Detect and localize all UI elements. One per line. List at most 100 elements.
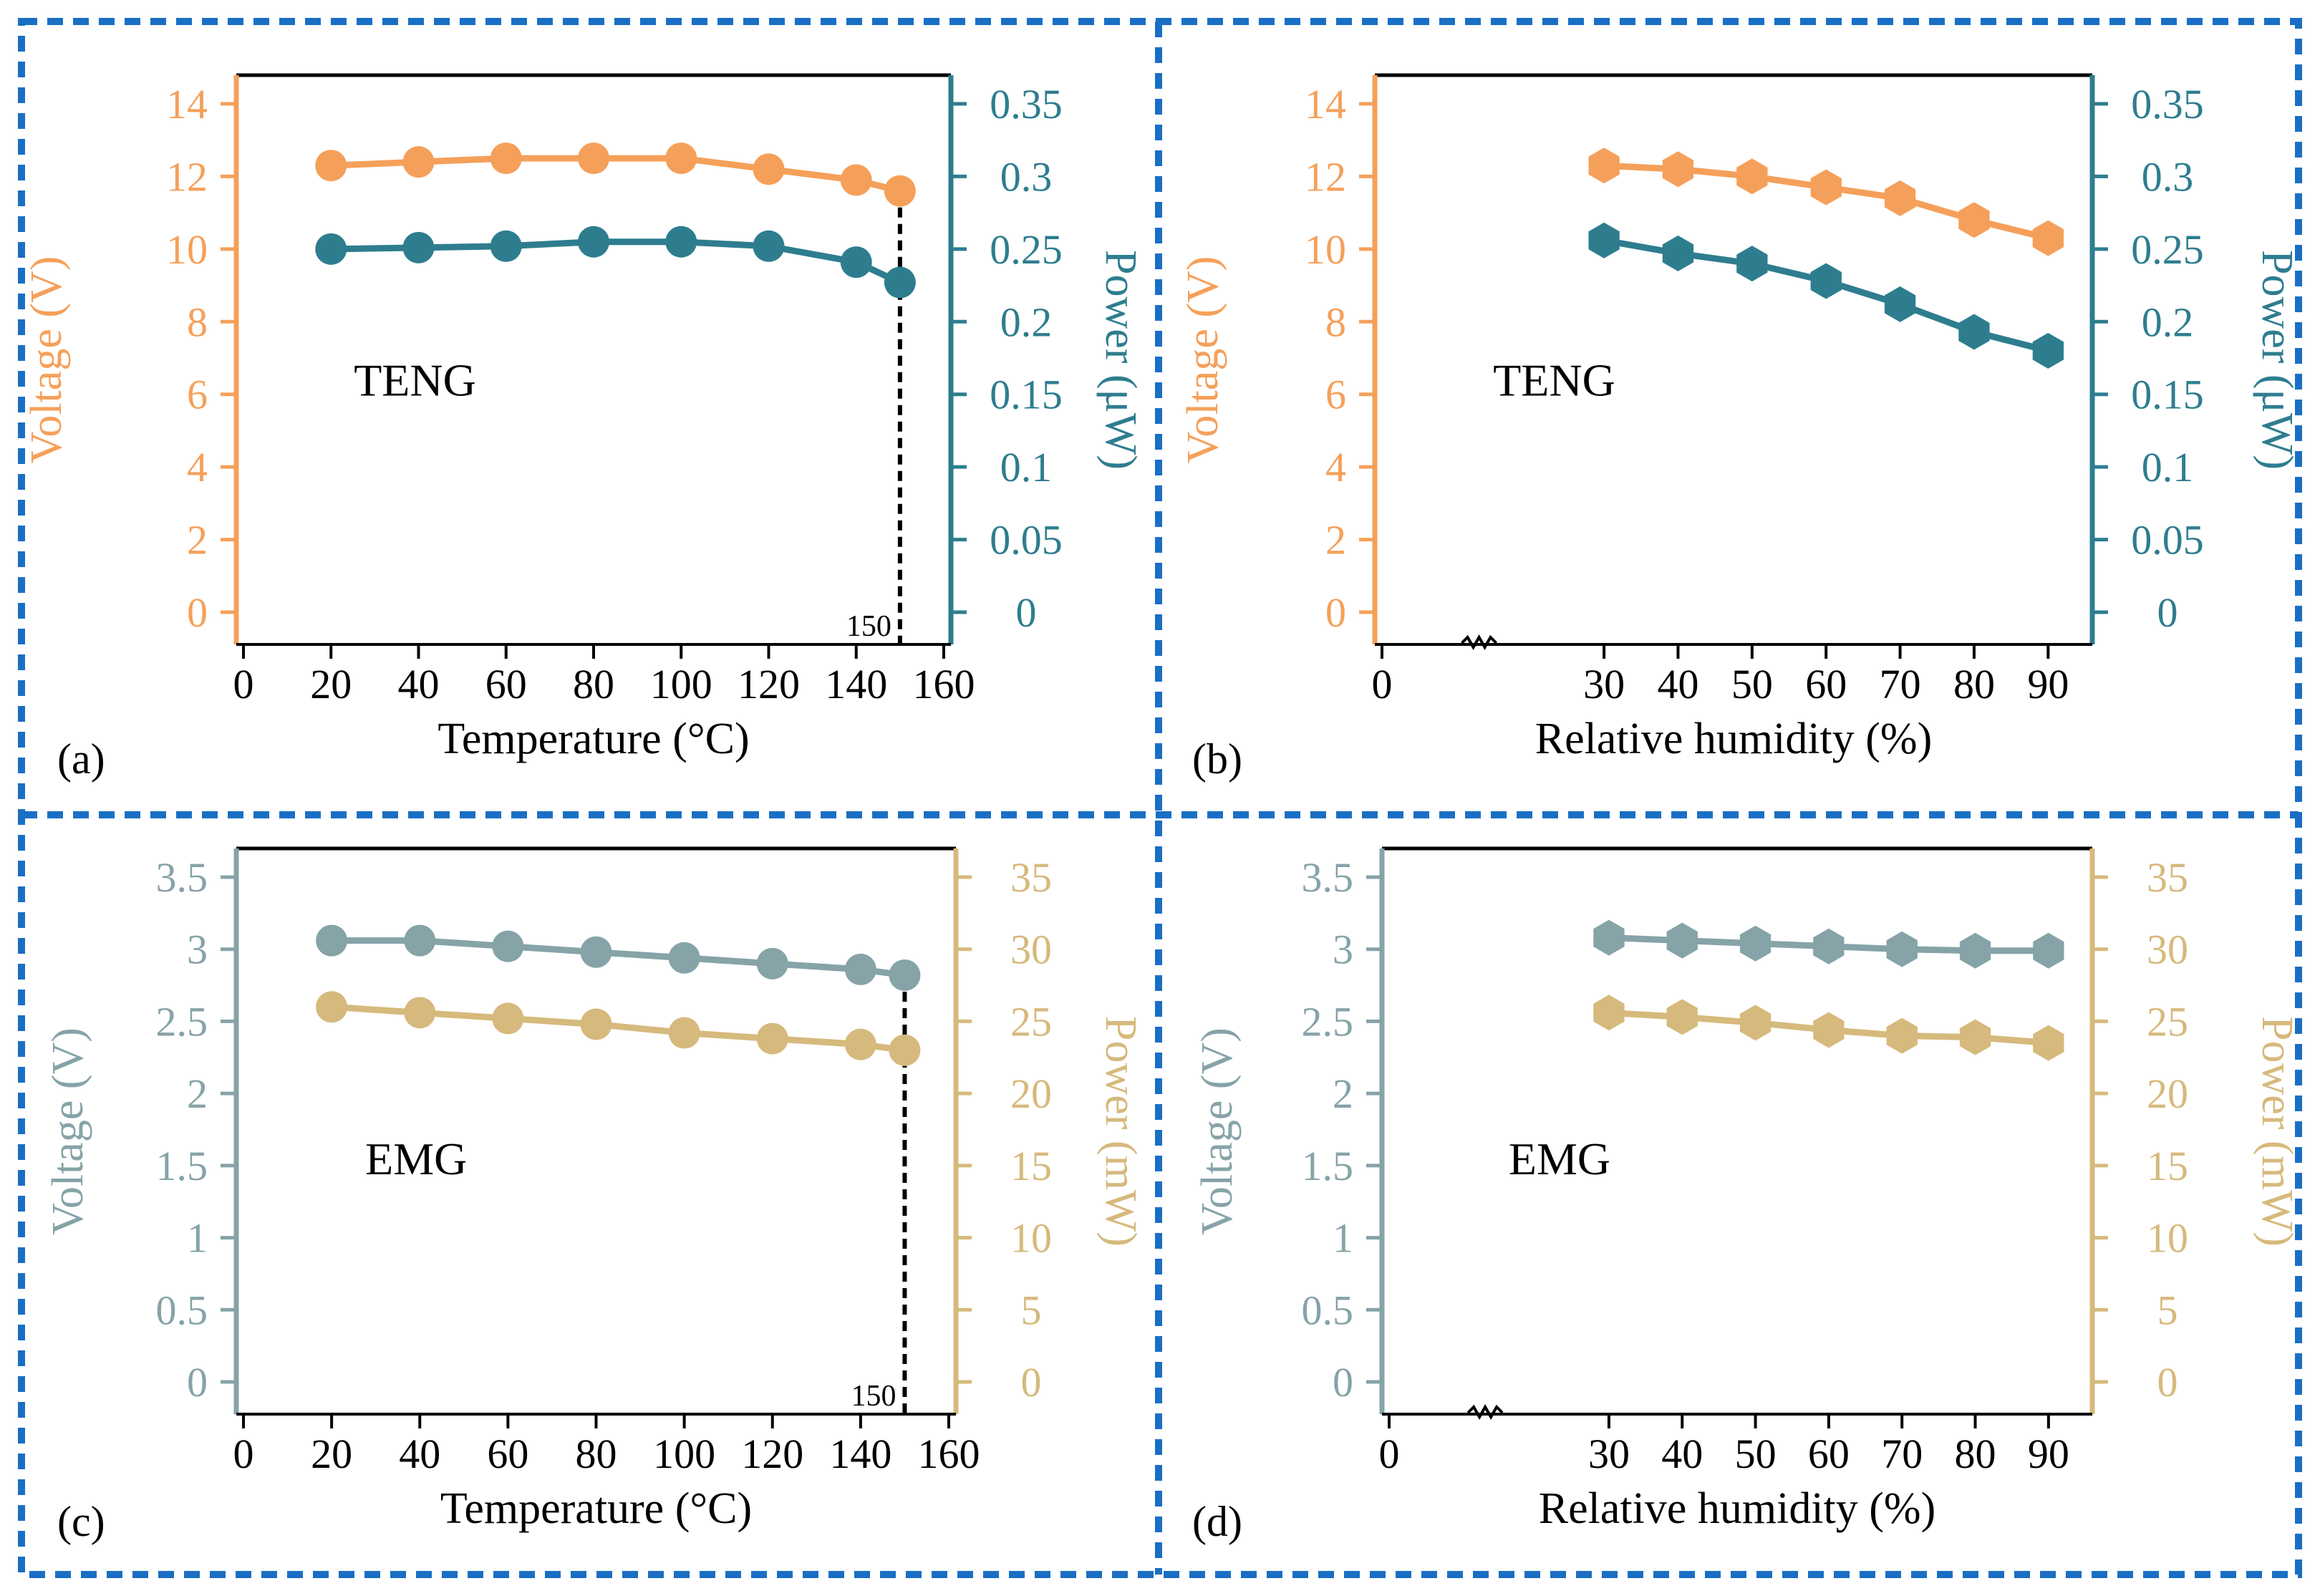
- x-tick-label: 120: [741, 1431, 803, 1477]
- panel-label: (a): [57, 735, 105, 783]
- data-point: [2032, 220, 2064, 256]
- x-tick-label: 40: [1657, 661, 1698, 707]
- left-tick-label: 14: [166, 81, 208, 127]
- left-tick-label: 6: [1325, 372, 1346, 418]
- left-tick-label: 2.5: [156, 998, 208, 1045]
- right-tick-label: 0.1: [1000, 444, 1053, 490]
- x-tick-label: 60: [485, 661, 527, 707]
- y-axis-label: Voltage (V): [22, 256, 71, 464]
- panel-c: 0 0.5 1 1.5 2 2.5 3 3.5 0 5 10 15 20 25 30 35 0 20 40 60 80 1…: [44, 846, 1145, 1545]
- data-point: [1593, 995, 1625, 1031]
- left-tick-label: 2: [1325, 517, 1346, 564]
- data-point: [2032, 332, 2064, 369]
- left-tick-label: 8: [187, 299, 208, 345]
- data-point: [1736, 158, 1768, 195]
- data-point: [315, 233, 347, 265]
- y2-axis-label: Power (mW): [2253, 1016, 2301, 1247]
- y-axis-label: Voltage (V): [1193, 1027, 1242, 1235]
- data-point: [578, 226, 609, 258]
- data-point: [1810, 169, 1842, 205]
- x-tick-label: 90: [2028, 1431, 2069, 1477]
- right-tick-label: 5: [2157, 1287, 2178, 1333]
- data-point: [490, 230, 522, 262]
- right-tick-label: 0: [1016, 589, 1037, 636]
- right-tick-label: 10: [2147, 1215, 2188, 1262]
- left-tick-label: 3.5: [156, 854, 208, 901]
- data-point: [1959, 1019, 1991, 1055]
- left-tick-label: 1.5: [1302, 1143, 1354, 1189]
- left-tick-label: 2.5: [1302, 998, 1354, 1045]
- y2-axis-label: Power (μW): [2253, 250, 2301, 470]
- x-tick-label: 0: [233, 1431, 254, 1477]
- data-point: [889, 1034, 921, 1066]
- x-tick-label: 30: [1588, 1431, 1630, 1477]
- x-tick-label: 40: [1661, 1431, 1703, 1477]
- data-point: [753, 153, 785, 185]
- data-point: [840, 164, 872, 196]
- x-tick-label: 20: [310, 661, 352, 707]
- x-tick-label: 70: [1880, 661, 1921, 707]
- right-tick-label: 0.3: [1000, 153, 1053, 200]
- x-tick-label: 0: [233, 661, 254, 707]
- x-tick-label: 140: [829, 1431, 891, 1477]
- left-tick-label: 12: [1305, 153, 1346, 200]
- right-tick-label: 20: [1010, 1070, 1052, 1117]
- data-point: [580, 936, 612, 968]
- right-tick-label: 0.05: [2131, 517, 2204, 564]
- left-tick-label: 1.5: [156, 1143, 208, 1189]
- x-tick-label: 70: [1881, 1431, 1923, 1477]
- data-point: [840, 246, 872, 279]
- left-tick-label: 3: [1333, 927, 1353, 973]
- data-point: [1736, 246, 1768, 282]
- right-tick-label: 5: [1021, 1287, 1042, 1333]
- data-point: [492, 1002, 524, 1035]
- data-point: [1588, 147, 1620, 184]
- right-tick-label: 0: [1021, 1359, 1042, 1406]
- data-point: [316, 924, 348, 957]
- x-tick-label: 40: [399, 1431, 440, 1477]
- right-tick-label: 0.35: [2131, 81, 2204, 127]
- right-tick-label: 30: [1010, 927, 1052, 973]
- reference-line-label: 150: [846, 610, 891, 643]
- left-tick-label: 0: [187, 1359, 208, 1406]
- data-point: [756, 1022, 788, 1055]
- data-point: [1662, 235, 1694, 271]
- panel-annotation: TENG: [1493, 355, 1615, 406]
- right-tick-label: 0.1: [2142, 444, 2194, 490]
- x-tick-label: 50: [1735, 1431, 1777, 1477]
- data-point: [402, 146, 435, 178]
- data-point: [1666, 922, 1698, 959]
- right-tick-label: 0.15: [2131, 372, 2204, 418]
- right-tick-label: 0.2: [2142, 299, 2194, 345]
- right-tick-label: 0.05: [990, 517, 1063, 564]
- x-axis-label: Temperature (°C): [440, 1484, 752, 1533]
- data-point: [1739, 925, 1772, 962]
- x-tick-label: 80: [573, 661, 614, 707]
- x-tick-label: 30: [1583, 661, 1625, 707]
- left-tick-label: 12: [166, 153, 208, 200]
- left-tick-label: 14: [1305, 81, 1346, 127]
- x-tick-label: 50: [1731, 661, 1773, 707]
- x-tick-label: 160: [918, 1431, 980, 1477]
- panel-annotation: EMG: [365, 1133, 467, 1184]
- data-point: [1884, 180, 1916, 216]
- x-tick-label: 100: [650, 661, 712, 707]
- reference-line-label: 150: [851, 1380, 896, 1413]
- x-tick-label: 80: [1953, 661, 1995, 707]
- panel-d: 0 0.5 1 1.5 2 2.5 3 3.5 0 5 10 15 20 25 30 35 0 30 40 50 60 7…: [1192, 846, 2301, 1545]
- right-tick-label: 0.25: [2131, 226, 2204, 273]
- x-tick-label: 60: [1808, 1431, 1850, 1477]
- panel-b: 0 2 4 6 8 10 12 14 0 0.05 0.1 0.15 0.2 0.25 0.3 0.35 0 30…: [1179, 73, 2301, 783]
- x-tick-label: 90: [2027, 661, 2069, 707]
- left-tick-label: 8: [1325, 299, 1346, 345]
- axis-break-mark: [1461, 634, 1497, 651]
- right-tick-label: 15: [1010, 1143, 1052, 1189]
- right-tick-label: 0.15: [990, 372, 1063, 418]
- left-tick-label: 2: [1333, 1070, 1353, 1117]
- data-point: [578, 142, 609, 175]
- x-axis-label: Relative humidity (%): [1535, 715, 1932, 763]
- y2-axis-label: Power (μW): [1096, 250, 1145, 470]
- panel-frames: [18, 18, 2302, 1578]
- x-tick-label: 0: [1379, 1431, 1400, 1477]
- data-point: [1593, 919, 1625, 956]
